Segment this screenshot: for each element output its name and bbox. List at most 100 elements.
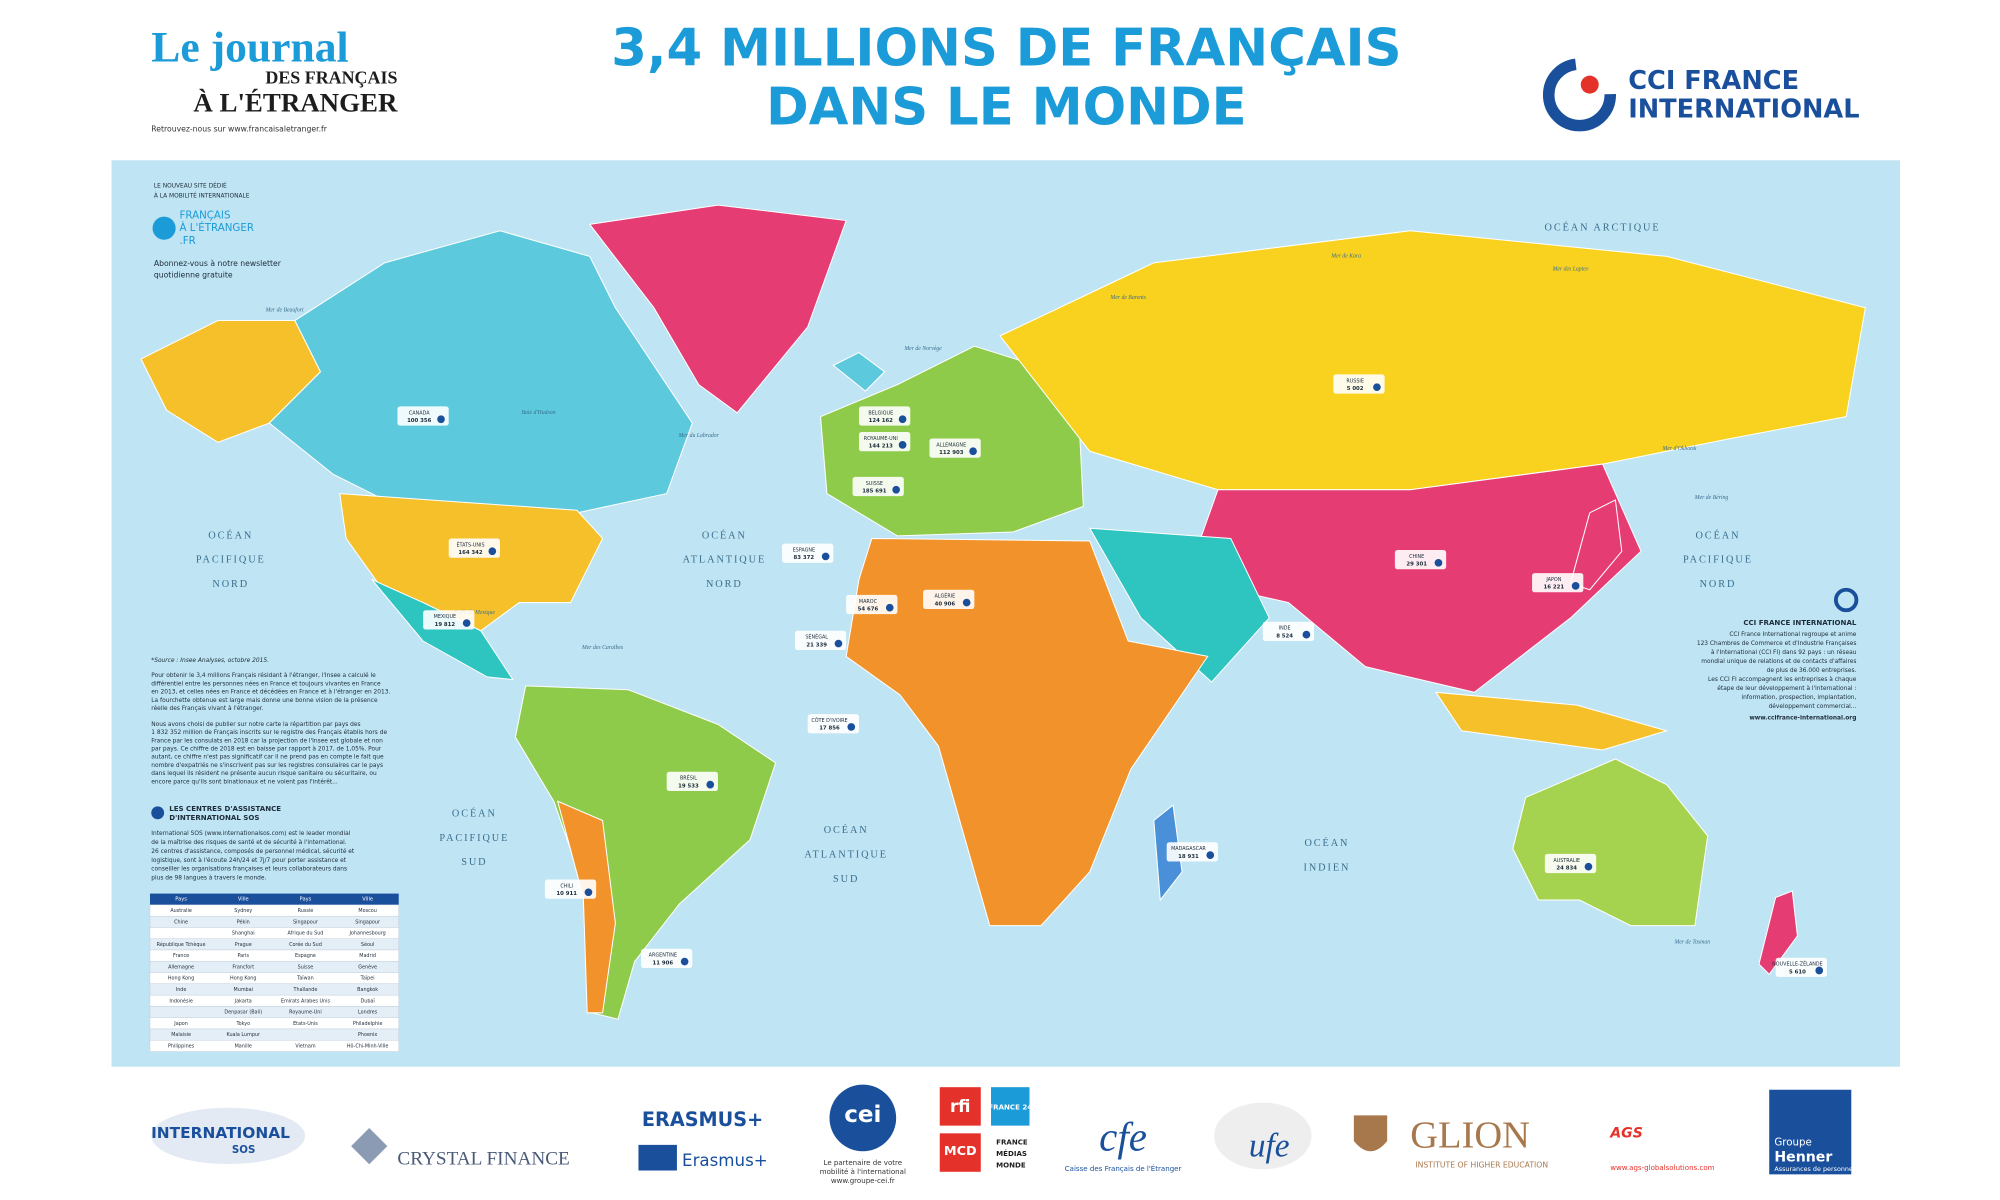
- marker-box: [807, 714, 859, 734]
- cci-logo-ring: [1542, 58, 1617, 132]
- country-name: BELGIQUE: [868, 410, 893, 416]
- table-cell: Prague: [235, 942, 252, 948]
- sos-icon: [151, 806, 165, 820]
- henner-logo: Groupe: [1774, 1136, 1812, 1148]
- note-line: La fourchette obtenue est large mais don…: [151, 697, 378, 704]
- footer: INTERNATIONAL SOS CRYSTAL FINANCE ERASMU…: [151, 1084, 1857, 1185]
- table-row: [149, 1040, 399, 1052]
- cci-text: information, prospection, implantation,: [1741, 695, 1856, 701]
- marker-box: [858, 432, 911, 452]
- glion-logo: GLION: [1410, 1114, 1530, 1156]
- sos-title: LES CENTRES D'ASSISTANCE: [169, 804, 281, 813]
- marker-icon: [969, 447, 977, 456]
- country-count: 54 676: [858, 606, 879, 612]
- marker-box: [1166, 842, 1218, 862]
- ocean-label: NORD: [212, 579, 249, 590]
- ocean-label: SUD: [461, 857, 487, 868]
- marker-box: [1394, 550, 1447, 570]
- country-marker: MADAGASCAR 18 931: [1166, 842, 1218, 862]
- marker-icon: [584, 888, 593, 897]
- marker-icon: [885, 603, 894, 612]
- marker-icon: [437, 415, 445, 424]
- table-cell: Indonésie: [169, 997, 193, 1004]
- marker-box: [423, 610, 475, 630]
- country-count: 5 002: [1347, 386, 1364, 392]
- cfe-logo: cfe: [1099, 1113, 1147, 1159]
- ocean-label: OCÉAN: [452, 807, 497, 819]
- sos-title: D'INTERNATIONAL SOS: [169, 813, 259, 822]
- country-name: AUSTRALIE: [1553, 858, 1580, 864]
- marker-icon: [834, 639, 843, 648]
- ocean-label: PACIFIQUE: [1683, 555, 1753, 566]
- table-cell: Thaïlande: [293, 987, 318, 993]
- country-marker: SUISSE 185 691: [852, 476, 904, 497]
- marker-icon: [1206, 851, 1215, 859]
- country-count: 164 342: [458, 550, 483, 556]
- sea-label: Mer d'Okhotsk: [1662, 446, 1697, 452]
- promo-logo: .FR: [179, 235, 195, 247]
- marker-icon: [680, 957, 689, 966]
- country-count: 185 691: [862, 489, 887, 495]
- table-cell: Emirats Arabes Unis: [281, 998, 331, 1004]
- ocean-label: NORD: [706, 579, 743, 590]
- promo-line: LE NOUVEAU SITE DÉDIÉ: [154, 181, 227, 189]
- ocean-label: OCÉAN: [702, 529, 747, 541]
- land: [1434, 691, 1669, 751]
- marker-box: [929, 438, 981, 458]
- country-marker: RUSSIE 5 002: [1333, 374, 1385, 394]
- table-cell: Bangkok: [357, 987, 378, 993]
- marker-icon: [1302, 630, 1311, 639]
- promo: LE NOUVEAU SITE DÉDIÉ À LA MOBILITÉ INTE…: [152, 181, 282, 280]
- marker-icon: [1434, 558, 1443, 567]
- country-count: 21 339: [806, 642, 827, 648]
- marker-icon: [847, 723, 856, 731]
- ocean-label: INDIEN: [1304, 862, 1351, 873]
- country-name: ALLEMAGNE: [936, 442, 966, 448]
- cfe-text: Caisse des Français de l'Étranger: [1065, 1164, 1182, 1173]
- table-cell: Inde: [176, 987, 187, 993]
- sos-text: de la maîtrise des risques de santé et d…: [151, 839, 346, 846]
- note-line: 1 832 352 million de Français inscrits s…: [151, 729, 387, 736]
- map: OCÉAN ARCTIQUE OCÉAN PACIFIQUE NORD OCÉAN ATL…: [111, 160, 1901, 1067]
- country-count: 19 533: [678, 783, 699, 789]
- country-count: 144 213: [869, 444, 894, 450]
- marker-icon: [821, 552, 830, 561]
- sea-label: Mer des Laptev: [1552, 267, 1589, 273]
- marker-box: [846, 594, 898, 615]
- cei-logo-bg: [829, 1084, 897, 1152]
- cci-text: développement commercial...: [1769, 703, 1857, 710]
- ufe-logo-bg: [1214, 1102, 1312, 1170]
- note-line: différentiel entre les personnes nées en…: [151, 680, 381, 687]
- table-cell: Sydney: [234, 908, 252, 914]
- ocean-label: OCÉAN: [1695, 529, 1740, 541]
- logo-line: DES FRANÇAIS: [265, 68, 397, 88]
- sea-label: Golfe du Mexique: [454, 609, 496, 616]
- country-count: 83 372: [794, 555, 815, 561]
- table-cell: Japon: [173, 1021, 188, 1027]
- marker-box: [1262, 621, 1315, 642]
- country-count: 17 856: [819, 726, 840, 732]
- marker-icon: [898, 441, 907, 449]
- ags-logo: AGS: [1609, 1125, 1643, 1141]
- table-cell: Genève: [358, 963, 377, 970]
- crystal-logo: CRYSTAL FINANCE: [397, 1149, 569, 1170]
- land: [845, 537, 1209, 927]
- table-cell: Suisse: [298, 964, 314, 970]
- sos-logo-bg: [151, 1107, 306, 1165]
- country-name: CÔTE D'IVOIRE: [811, 717, 847, 724]
- country-marker: ÉTATS-UNIS 164 342: [448, 538, 500, 558]
- table-cell: Russie: [298, 908, 314, 914]
- mcd-logo: MCD: [944, 1144, 977, 1159]
- table-cell: Hong Kong: [230, 976, 256, 982]
- country-name: SÉNÉGAL: [805, 633, 828, 641]
- country-count: 29 301: [1406, 562, 1427, 568]
- promo-newsletter: Abonnez-vous à notre newsletter: [154, 259, 282, 268]
- country-marker: CÔTE D'IVOIRE 17 856: [807, 714, 859, 734]
- table-cell: Tokyo: [235, 1021, 250, 1027]
- land: [588, 204, 847, 414]
- marker-icon: [1571, 582, 1580, 590]
- country-marker: CANADA 100 356: [397, 406, 449, 426]
- cci-logo-text: INTERNATIONAL: [1628, 94, 1859, 124]
